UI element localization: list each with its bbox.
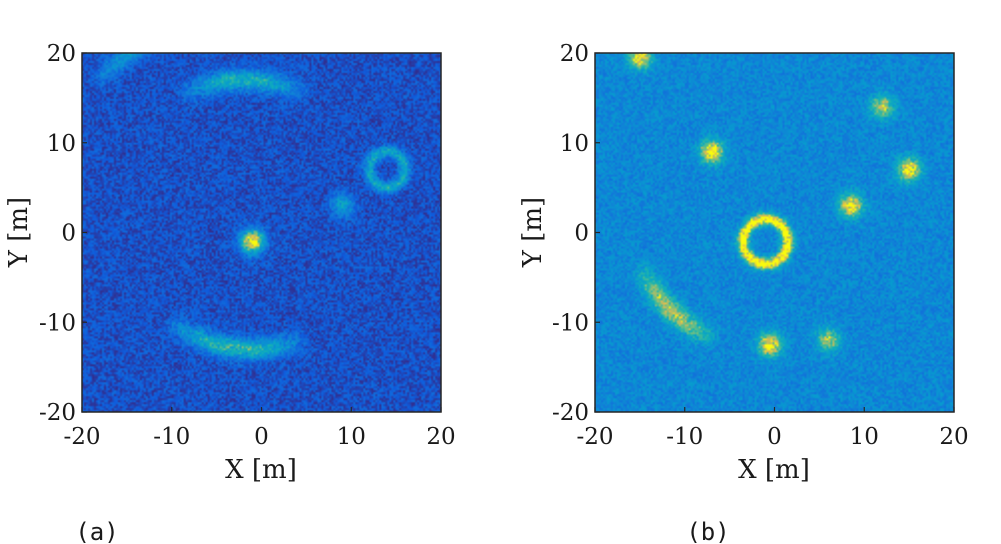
y-tick-label: 10 (560, 131, 589, 157)
heatmap-image-a (82, 53, 441, 412)
x-axis-label-b: X [m] (738, 455, 810, 485)
y-tick-label: 20 (47, 41, 76, 67)
panel-a: -20 -10 0 10 20 -20 -10 0 10 20 Y [m] X [m] (a) (4, 41, 456, 544)
x-tick-label: -20 (576, 424, 613, 450)
x-tick-label: -10 (153, 424, 190, 450)
panel-b: -20 -10 0 10 20 -20 -10 0 10 20 Y [m] X [m] (b) (518, 41, 969, 544)
y-tick-label: -10 (552, 310, 589, 336)
y-tick-label: -20 (552, 400, 589, 426)
y-tick-label: 20 (560, 41, 589, 67)
y-tick-label: 0 (61, 221, 76, 247)
y-tick-label: 0 (574, 221, 589, 247)
axis-ticks-b: -20 -10 0 10 20 -20 -10 0 10 20 (552, 41, 969, 450)
y-axis-label-a: Y [m] (4, 197, 34, 268)
x-tick-label: 10 (850, 424, 879, 450)
y-tick-label: -20 (39, 400, 76, 426)
y-axis-label-b: Y [m] (518, 197, 548, 268)
x-axis-label-a: X [m] (225, 455, 297, 485)
x-tick-label: -10 (666, 424, 703, 450)
y-tick-label: -10 (39, 310, 76, 336)
x-tick-label: -20 (63, 424, 100, 450)
x-tick-label: 20 (939, 424, 968, 450)
x-tick-label: 0 (254, 424, 269, 450)
x-tick-label: 20 (426, 424, 455, 450)
axis-ticks-a: -20 -10 0 10 20 -20 -10 0 10 20 (39, 41, 456, 450)
y-tick-label: 10 (47, 131, 76, 157)
panel-caption-b: (b) (686, 518, 729, 544)
x-tick-label: 10 (337, 424, 366, 450)
x-tick-label: 0 (767, 424, 782, 450)
heatmap-image-b (595, 53, 954, 412)
panel-caption-a: (a) (75, 518, 118, 544)
